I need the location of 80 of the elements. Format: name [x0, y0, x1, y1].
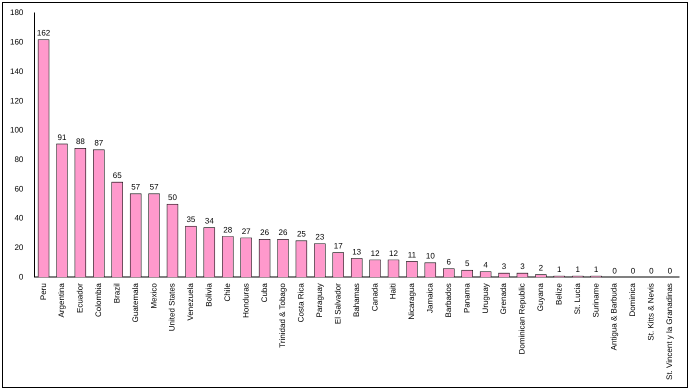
x-tick-label: Antigua & Barbuda [610, 282, 619, 350]
x-tick-label: Grenada [499, 282, 508, 314]
x-tick-label: Dominican Republic [518, 283, 527, 354]
y-tick-label: 100 [10, 126, 24, 135]
x-tick-label: Costa Rica [296, 282, 306, 322]
data-label: 88 [76, 137, 86, 146]
data-label: 0 [668, 266, 673, 276]
x-tick-label: Haiti [388, 282, 398, 300]
x-tick-label: Guyana [536, 282, 546, 312]
data-label: 2 [538, 263, 544, 272]
data-label: 50 [168, 193, 178, 202]
y-tick-label: 140 [10, 66, 24, 76]
y-tick-label: 0 [18, 272, 24, 282]
x-tick-label: Uruguay [480, 283, 490, 314]
data-label: 65 [112, 171, 122, 180]
data-label: 26 [278, 228, 288, 238]
y-tick-label: 80 [14, 154, 24, 164]
data-label: 1 [557, 264, 562, 274]
x-tick-label: Panama [462, 282, 472, 313]
x-tick-label: Nicaragua [407, 282, 416, 320]
data-label: 25 [296, 230, 306, 239]
y-tick-label: 40 [14, 214, 24, 223]
x-tick-label: Suriname [591, 282, 600, 318]
x-tick-label: Venezuela [186, 282, 196, 321]
x-tick-label: United States [168, 283, 177, 332]
x-tick-label: Trinidad & Tobago [278, 282, 288, 348]
y-tick-label: 180 [10, 8, 24, 18]
x-tick-label: Chile [222, 282, 232, 302]
data-label: 35 [186, 215, 196, 224]
data-label: 0 [649, 266, 654, 276]
y-tick-label: 160 [10, 38, 24, 47]
data-label: 11 [408, 250, 417, 260]
x-tick-label: Bolivia [204, 282, 214, 307]
data-label: 162 [36, 28, 51, 38]
data-label: 5 [464, 259, 470, 268]
x-tick-label: Belize [554, 282, 564, 305]
data-label: 0 [612, 266, 618, 276]
data-label: 17 [334, 241, 344, 250]
data-label: 12 [389, 248, 399, 258]
x-tick-label: St. Lucia [572, 282, 582, 314]
data-label: 87 [94, 138, 104, 148]
data-label: 91 [58, 132, 67, 142]
data-label: 26 [260, 228, 270, 238]
x-tick-label: Ecuador [76, 282, 85, 313]
data-label: 57 [131, 182, 141, 192]
x-tick-label: Guatemala [130, 282, 140, 322]
x-tick-label: Paraguay [315, 283, 324, 318]
data-label: 4 [483, 260, 488, 270]
x-tick-label: Jamaica [426, 282, 435, 313]
data-label: 12 [370, 248, 380, 258]
x-tick-label: Cuba [260, 282, 269, 302]
x-tick-label: Canada [370, 282, 380, 312]
x-tick-label: El Salvador [333, 282, 342, 324]
x-tick-label: St. Vincent y la Granadinas [664, 283, 674, 380]
data-label: 3 [502, 262, 507, 272]
x-tick-label: Honduras [241, 283, 250, 318]
data-label: 28 [223, 225, 233, 234]
x-tick-label: St. Kitts & Nevis [646, 283, 656, 341]
x-tick-label: Colombia [94, 282, 104, 317]
data-label: 34 [204, 216, 214, 226]
x-tick-label: Peru [38, 283, 48, 300]
data-label: 23 [315, 232, 325, 242]
data-label: 1 [575, 264, 580, 274]
data-label: 27 [242, 226, 252, 236]
y-tick-label: 120 [10, 96, 24, 106]
data-label: 13 [352, 247, 362, 256]
data-label: 10 [426, 252, 436, 261]
x-tick-label: Brazil [112, 282, 122, 304]
y-tick-label: 60 [14, 184, 24, 194]
data-label: 3 [520, 262, 526, 272]
x-tick-label: Bahamas [352, 283, 361, 317]
data-label: 57 [150, 182, 160, 192]
data-label: 0 [630, 266, 636, 276]
x-tick-label: Mexico [149, 282, 158, 309]
data-label: 1 [594, 264, 599, 274]
x-tick-label: Dominica [628, 282, 638, 317]
y-tick-label: 20 [14, 243, 24, 252]
x-tick-label: Argentina [57, 282, 66, 318]
data-label: 6 [446, 258, 452, 267]
x-tick-label: Barbados [444, 283, 453, 318]
